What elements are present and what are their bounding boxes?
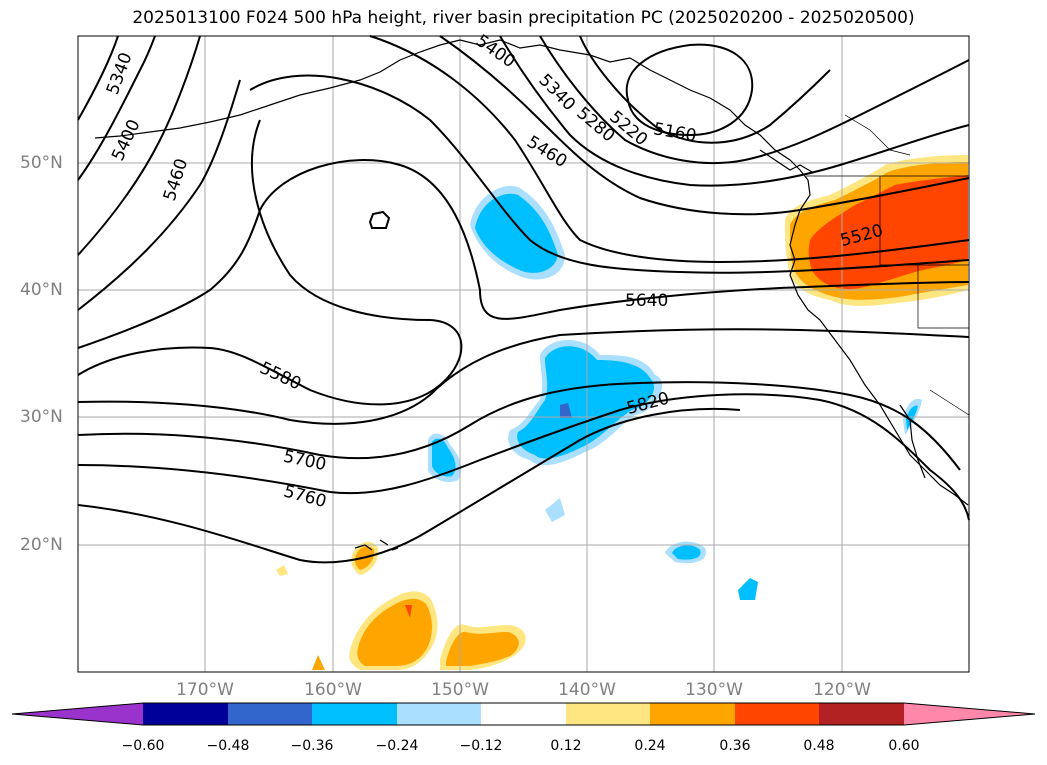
neg-region-north-core <box>475 193 558 273</box>
gridlines <box>78 36 969 672</box>
colorbar-segment <box>735 703 819 725</box>
neg-region-west-core <box>432 438 456 477</box>
contour-label: 5340 <box>103 50 137 97</box>
contour-5820 <box>77 393 970 521</box>
pos-region-south-2-core <box>446 631 519 666</box>
colorbar-tick-label: −0.36 <box>290 738 334 754</box>
contour-label: 5400 <box>108 116 144 164</box>
neg-region-baja-core <box>906 405 918 430</box>
contour-small-high <box>368 210 391 229</box>
contour-label: 5640 <box>625 291 668 311</box>
contour-5880 <box>77 407 741 564</box>
colorbar-tick-label: 0.12 <box>550 738 582 754</box>
pos-region-south-red <box>405 605 412 618</box>
lon-label: 150°W <box>431 680 489 700</box>
pos-region-dot <box>276 565 288 576</box>
lon-label: 120°W <box>813 680 871 700</box>
colorbar-tick-label: −0.48 <box>206 738 250 754</box>
contour-5460-n <box>369 35 970 264</box>
colorbar-segment <box>904 703 1035 725</box>
contour-label: 5580 <box>256 358 304 394</box>
colorbar-tick-label: −0.24 <box>375 738 419 754</box>
contour-label: 5700 <box>281 447 327 476</box>
lat-label: 30°N <box>20 407 63 427</box>
borders <box>806 114 970 416</box>
colorbar-tick-label: 0.48 <box>803 738 835 754</box>
neg-region-small-3 <box>738 578 758 600</box>
colorbar-segment <box>650 703 735 725</box>
colorbar-segment <box>12 703 143 725</box>
contour-5520 <box>249 74 970 274</box>
contour-label: 5340 <box>534 70 579 115</box>
contour-5280 <box>539 35 970 165</box>
lat-label: 40°N <box>20 280 63 300</box>
pos-region-south-1-core <box>357 598 432 666</box>
map-title: 2025013100 F024 500 hPa height, river ba… <box>132 8 915 28</box>
colorbar-segment <box>312 703 397 725</box>
coast-bc-islands <box>759 149 813 173</box>
lon-label: 170°W <box>176 680 234 700</box>
contour-5700-w <box>77 328 970 425</box>
colorbar-tick-label: −0.60 <box>121 738 165 754</box>
colorbar-segment <box>143 703 228 725</box>
coast-aleutians <box>94 39 461 139</box>
contour-5340-n <box>499 35 970 187</box>
neg-region-small-2-core <box>672 545 701 560</box>
contour-5400-n <box>439 35 970 216</box>
contour-left-3 <box>77 35 201 256</box>
colorbar-outline <box>11 702 1036 726</box>
colorbar-segment <box>481 703 566 725</box>
lon-label: 140°W <box>558 680 616 700</box>
colorbar-segment <box>397 703 481 725</box>
neg-region-central-dark <box>560 403 572 418</box>
contour-5220 <box>579 35 831 144</box>
map-frame <box>77 35 970 673</box>
height-contours <box>77 35 970 564</box>
colorbar-segment <box>566 703 650 725</box>
colorbar-segment <box>228 703 312 725</box>
neg-region-small-1 <box>545 498 565 522</box>
contour-left-4 <box>77 79 241 311</box>
coast-alaska <box>459 39 809 181</box>
contour-label: 5160 <box>652 119 698 146</box>
contour-5640 <box>77 159 970 349</box>
colorbar-tick-label: 0.60 <box>888 738 920 754</box>
colorbar-tick-label: −0.12 <box>459 738 503 754</box>
contour-left-2 <box>77 35 156 181</box>
colorbar <box>11 702 1036 726</box>
colorbar-tick-label: 0.36 <box>719 738 751 754</box>
lon-label: 130°W <box>685 680 743 700</box>
pos-region-pnw-core <box>808 175 968 290</box>
contour-left-1 <box>77 35 119 121</box>
lat-label: 50°N <box>20 153 63 173</box>
contour-label: 5760 <box>281 482 328 513</box>
pos-region-south-3 <box>312 655 325 670</box>
colorbar-segment <box>819 703 904 725</box>
colorbar-tick-label: 0.24 <box>634 738 666 754</box>
lon-label: 160°W <box>304 680 362 700</box>
lat-label: 20°N <box>20 535 63 555</box>
contour-5760 <box>77 381 961 471</box>
neg-region-central-core <box>517 346 654 459</box>
coast-baja <box>899 404 926 479</box>
